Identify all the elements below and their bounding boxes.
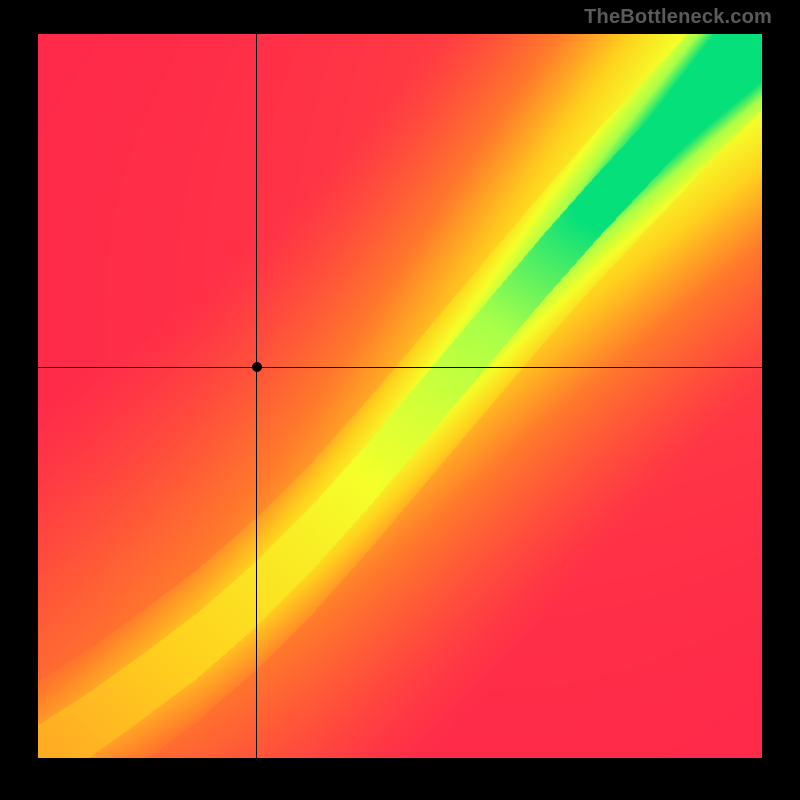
- data-point-marker: [252, 362, 262, 372]
- crosshair-horizontal: [38, 367, 762, 368]
- watermark-text: TheBottleneck.com: [584, 6, 772, 29]
- bottleneck-heatmap: [38, 34, 762, 758]
- crosshair-vertical: [256, 34, 257, 758]
- plot-area: [38, 34, 762, 758]
- chart-container: TheBottleneck.com: [0, 0, 800, 800]
